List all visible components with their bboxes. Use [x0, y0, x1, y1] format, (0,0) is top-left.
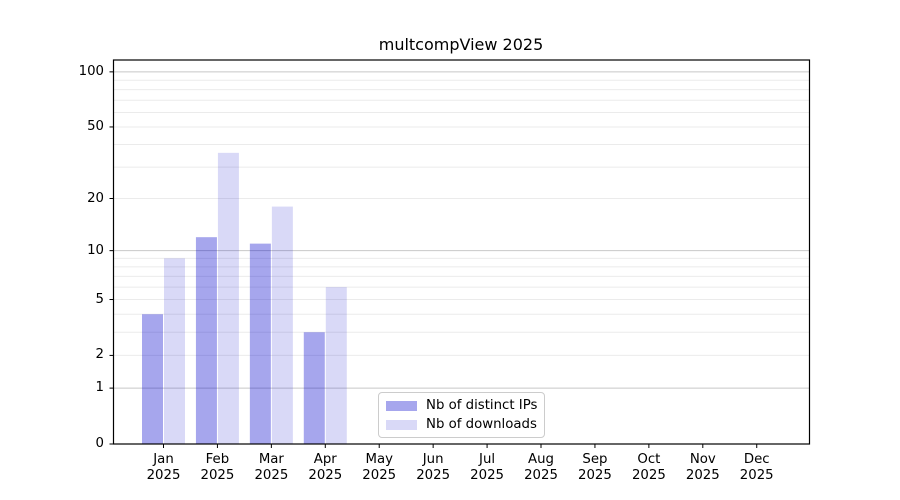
x-tick-year: 2025 — [524, 467, 558, 483]
x-tick-month: Sep — [582, 452, 608, 467]
y-tick-label: 2 — [95, 347, 104, 363]
legend-entry-downloads: Nb of downloads — [386, 417, 537, 432]
x-tick-month: Dec — [743, 452, 770, 467]
x-tick-label: Sep 2025 — [567, 452, 623, 483]
bar-downloads — [271, 206, 293, 444]
x-tick-month: Jul — [479, 452, 496, 467]
legend-label-downloads: Nb of downloads — [426, 417, 537, 432]
x-tick-year: 2025 — [685, 467, 720, 483]
bar-distinct-ips — [142, 314, 163, 444]
chart-title: multcompView 2025 — [378, 35, 544, 54]
y-tick-label: 100 — [78, 63, 104, 79]
x-tick-label: Dec 2025 — [729, 452, 785, 483]
bar-distinct-ips — [249, 243, 271, 444]
x-tick-year: 2025 — [578, 467, 612, 483]
plot-border — [112, 59, 811, 445]
x-tick-month: Jun — [422, 452, 444, 467]
x-tick-label: Oct 2025 — [621, 452, 677, 483]
x-tick-year: 2025 — [308, 467, 343, 483]
x-tick-label: Aug 2025 — [513, 452, 569, 483]
x-tick-month: Jan — [153, 452, 174, 467]
y-tick-label: 10 — [87, 242, 104, 258]
y-tick-label: 20 — [87, 190, 104, 206]
x-tick-year: 2025 — [362, 467, 397, 483]
y-tick-label: 1 — [95, 380, 104, 396]
x-tick-month: Apr — [313, 452, 337, 467]
y-tick-label: 50 — [87, 118, 104, 134]
x-tick-month: Mar — [258, 452, 284, 467]
x-tick-month: May — [365, 452, 393, 467]
bar-distinct-ips — [195, 237, 217, 444]
y-tick-label: 0 — [95, 436, 104, 451]
x-tick-month: Nov — [689, 452, 716, 467]
bar-downloads — [325, 287, 347, 444]
x-tick-label: Feb 2025 — [189, 452, 245, 483]
legend-swatch-downloads — [386, 419, 417, 430]
y-tick-label: 5 — [95, 291, 104, 307]
legend: Nb of distinct IPs Nb of downloads — [378, 392, 545, 438]
legend-entry-distinct-ips: Nb of distinct IPs — [386, 398, 537, 413]
x-tick-month: Feb — [205, 452, 230, 467]
legend-label-distinct-ips: Nb of distinct IPs — [426, 398, 538, 413]
bar-distinct-ips — [303, 332, 325, 444]
x-tick-label: Jan 2025 — [136, 452, 192, 483]
x-tick-year: 2025 — [631, 467, 666, 483]
x-tick-year: 2025 — [146, 467, 181, 483]
legend-swatch-distinct-ips — [386, 400, 417, 411]
x-tick-label: Nov 2025 — [675, 452, 731, 483]
x-tick-month: Oct — [637, 452, 661, 467]
x-tick-year: 2025 — [470, 467, 504, 483]
x-tick-label: Apr 2025 — [297, 452, 353, 483]
x-tick-year: 2025 — [254, 467, 289, 483]
x-tick-year: 2025 — [739, 467, 774, 483]
x-tick-year: 2025 — [200, 467, 235, 483]
bar-downloads — [217, 152, 239, 444]
bar-downloads — [164, 258, 185, 444]
x-tick-label: Mar 2025 — [243, 452, 299, 483]
x-tick-month: Aug — [528, 452, 554, 467]
x-tick-year: 2025 — [416, 467, 451, 483]
x-tick-label: Jul 2025 — [459, 452, 515, 483]
x-tick-label: May 2025 — [351, 452, 407, 483]
x-tick-label: Jun 2025 — [405, 452, 461, 483]
